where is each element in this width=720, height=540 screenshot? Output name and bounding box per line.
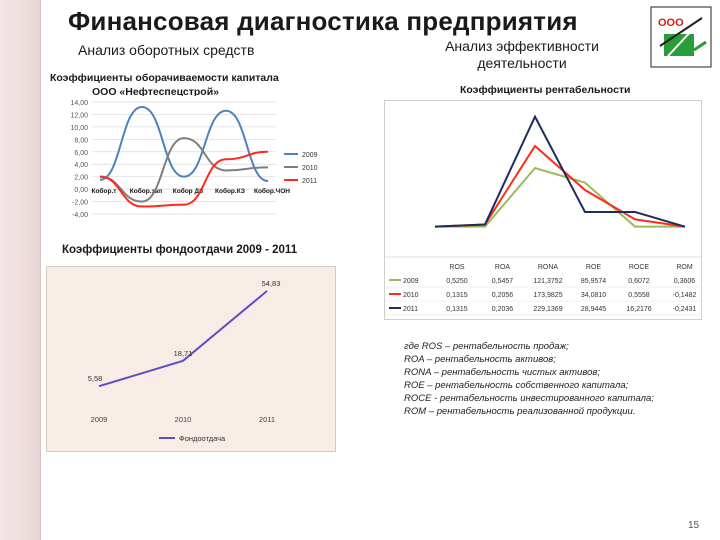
x-category-label: 2010: [175, 415, 192, 424]
definition-roce: ROCE - рентабельность инвестированного к…: [404, 393, 654, 404]
subtitle-working-capital: Анализ оборотных средств: [78, 42, 255, 58]
y-tick-label: 0,00: [74, 187, 88, 194]
x-category-label: Кобор ДЗ: [173, 187, 203, 195]
capital-productivity-chart: 2009 2010 2011 5,58 18,71 54,83 Фондоотдача: [88, 279, 281, 443]
logo-text: ООО: [658, 17, 684, 29]
legend-label-fondootdacha: Фондоотдача: [179, 434, 226, 443]
table-cell: 0,2056: [492, 292, 514, 299]
decorative-left-strip: [0, 0, 41, 540]
series-line-2010: [434, 144, 686, 228]
legend-label-2010: 2010: [302, 165, 318, 172]
y-tick-label: 2,00: [74, 175, 88, 182]
series-line-2011: [99, 150, 269, 208]
table-cell: 0,5250: [446, 278, 468, 285]
table-cell: 0,5558: [628, 292, 650, 299]
label-company: ООО «Нефтеспецстрой»: [92, 86, 220, 98]
x-category-label: 2009: [91, 415, 108, 424]
data-label: 18,71: [174, 349, 193, 358]
series-line-2010: [99, 137, 269, 203]
series-line-2011: [434, 114, 686, 228]
table-cell: 28,9445: [581, 306, 606, 313]
x-category-label: Кобор.КЗ: [215, 187, 245, 195]
turnover-chart: 14,00 12,00 10,00 8,00 6,00 4,00 2,00 0,00 -2,00…: [70, 100, 318, 219]
table-header-ROS: ROS: [449, 264, 465, 271]
data-label: 54,83: [262, 279, 281, 288]
x-category-label: Кобор.зап: [130, 187, 162, 195]
table-cell: 0,1315: [446, 292, 468, 299]
definition-roe: ROE – рентабельность собственного капита…: [404, 380, 629, 391]
definition-rona: RONA – рентабельность чистых активов;: [404, 367, 600, 378]
table-cell: 34,0810: [581, 292, 606, 299]
table-cell: 121,3752: [533, 278, 562, 285]
table-header-ROA: ROA: [495, 264, 511, 271]
table-row-label-2009: 2009: [403, 278, 419, 285]
y-tick-label: 12,00: [70, 112, 88, 119]
x-category-label: 2011: [259, 415, 275, 424]
x-category-label: Кобор.ЧОН: [254, 187, 290, 195]
y-tick-label: -4,00: [72, 212, 88, 219]
profitability-chart-panel: ROS ROA RONA ROE ROCE ROM 2009 0,5250 0,5457 121,…: [384, 100, 702, 320]
table-cell: 0,5457: [492, 278, 514, 285]
definitions-list: где ROS – рентабельность продаж; ROA – р…: [404, 340, 704, 418]
y-tick-label: 14,00: [70, 100, 88, 107]
legend-label-2011: 2011: [302, 178, 317, 185]
turnover-chart-panel: 14,00 12,00 10,00 8,00 6,00 4,00 2,00 0,00 -2,00…: [44, 96, 334, 244]
table-header-ROCE: ROCE: [629, 264, 650, 271]
table-header-ROM: ROM: [676, 264, 693, 271]
table-cell: 16,2176: [626, 306, 651, 313]
page-number: 15: [688, 520, 700, 531]
table-cell: -0,2431: [673, 306, 697, 313]
table-cell: 85,9574: [581, 278, 606, 285]
series-line-2009: [99, 105, 269, 183]
company-logo: ООО: [650, 6, 712, 68]
table-header-RONA: RONA: [538, 264, 559, 271]
y-tick-label: 8,00: [74, 137, 88, 144]
data-label: 5,58: [88, 374, 103, 383]
label-capital-productivity: Коэффициенты фондоотдачи 2009 - 2011: [62, 244, 298, 256]
table-cell: 0,6072: [628, 278, 650, 285]
subtitle-efficiency: Анализ эффективности деятельности: [445, 38, 599, 71]
table-cell: 0,3606: [674, 278, 696, 285]
legend-label-2009: 2009: [302, 152, 318, 159]
table-cell: -0,1482: [673, 292, 697, 299]
table-header-ROE: ROE: [586, 264, 602, 271]
x-category-label: Кобор.т: [92, 187, 117, 195]
table-cell: 0,1315: [446, 306, 468, 313]
series-line-2009: [435, 166, 685, 228]
definition-rom: ROM – рентабельность реализованной проду…: [404, 406, 636, 417]
capital-productivity-chart-panel: 2009 2010 2011 5,58 18,71 54,83 Фондоотдача: [46, 266, 336, 452]
label-profitability: Коэффициенты рентабельности: [460, 84, 631, 96]
table-cell: 0,2036: [492, 306, 514, 313]
table-row-label-2010: 2010: [403, 292, 419, 299]
y-tick-label: 4,00: [74, 162, 88, 169]
slide-title: Финансовая диагностика предприятия: [68, 6, 578, 36]
y-tick-label: 10,00: [70, 125, 88, 132]
y-tick-label: 6,00: [74, 150, 88, 157]
table-cell: 229,1369: [533, 306, 562, 313]
series-line-fondootdacha: [98, 290, 268, 388]
table-cell: 173,9825: [533, 292, 562, 299]
definition-ros: где ROS – рентабельность продаж;: [404, 341, 569, 352]
definition-roa: ROA – рентабельность активов;: [404, 354, 556, 365]
y-tick-label: -2,00: [72, 200, 88, 207]
profitability-chart: ROS ROA RONA ROE ROCE ROM 2009 0,5250 0,5457 121,…: [385, 114, 701, 316]
table-row-label-2011: 2011: [403, 306, 418, 313]
label-turnover: Коэффициенты оборачиваемости капитала: [50, 72, 279, 84]
